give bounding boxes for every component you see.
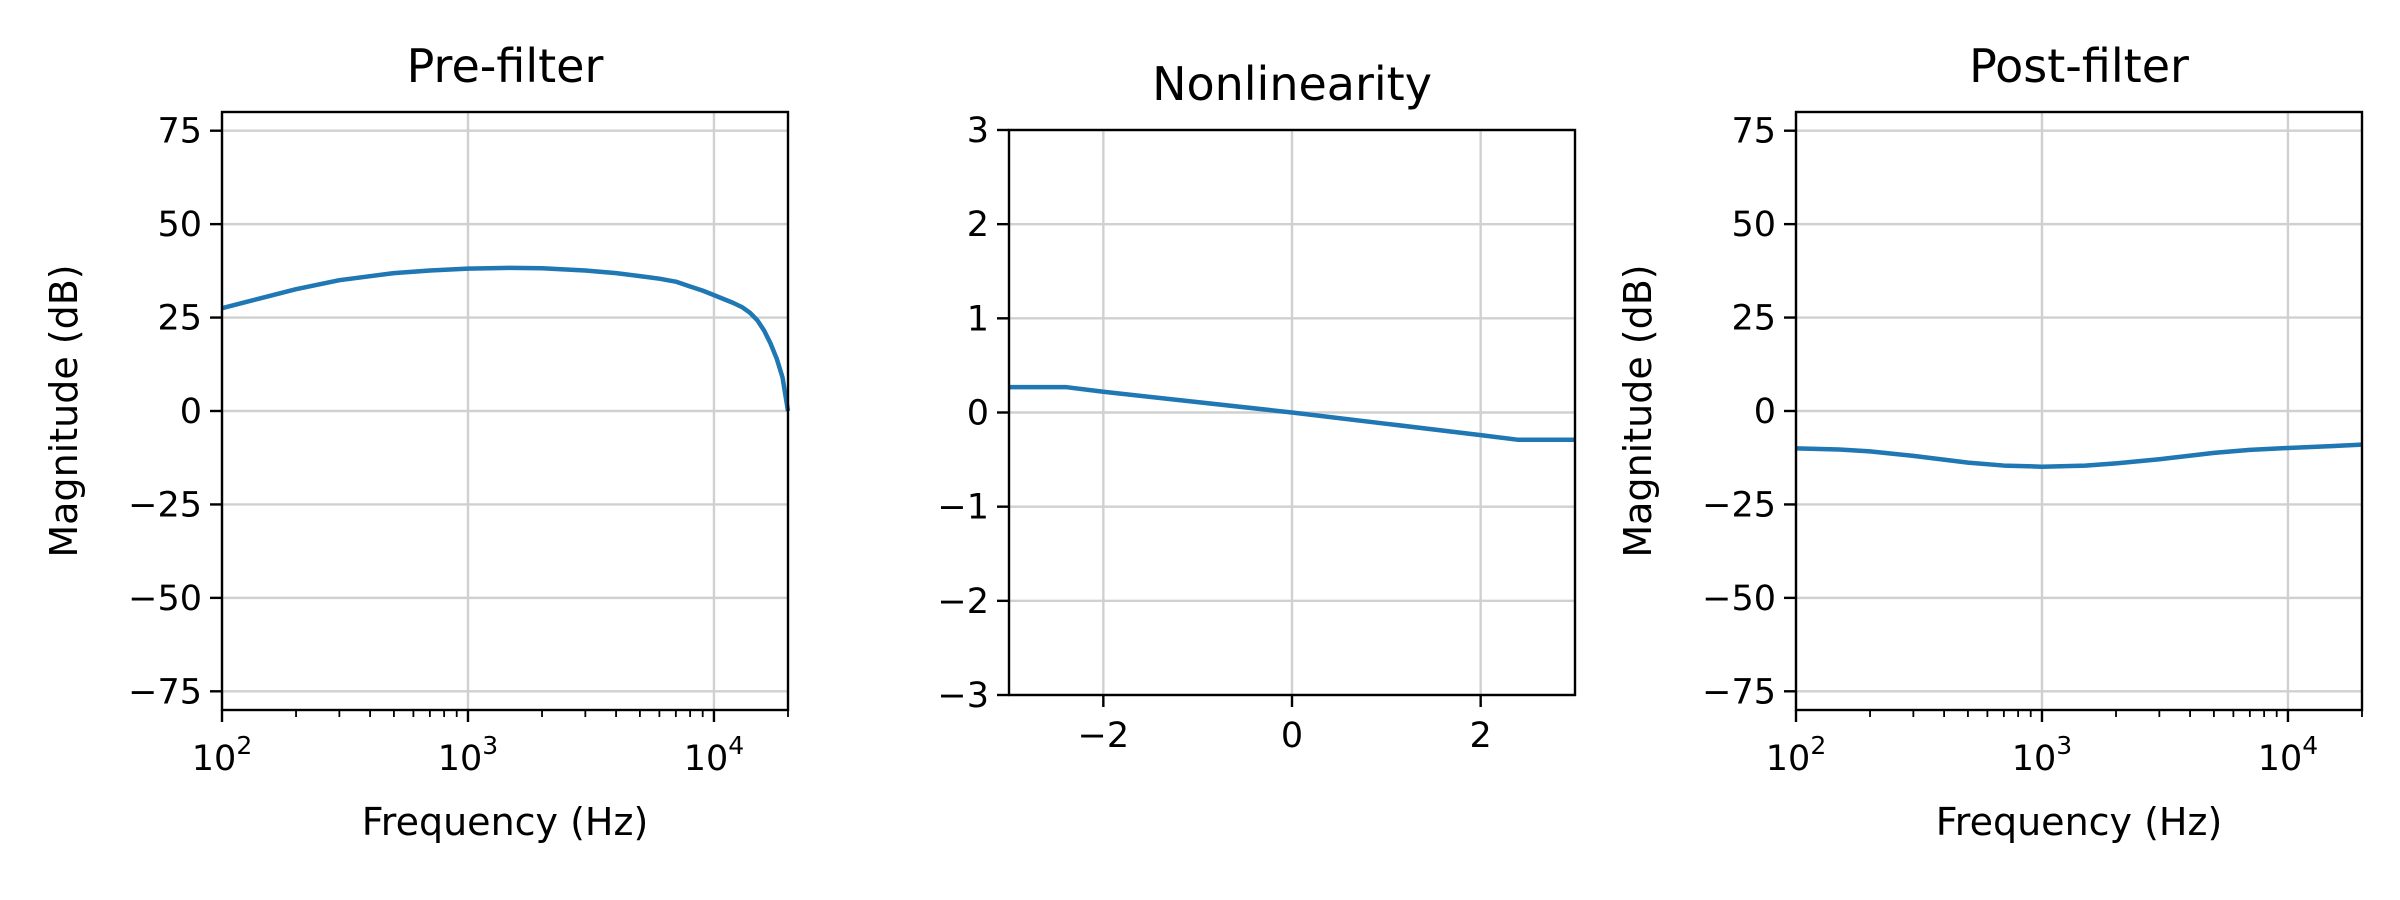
x-tick-label-base: 10 — [1766, 739, 1811, 779]
y-tick-label: 0 — [967, 394, 989, 434]
y-tick-label: 25 — [1731, 299, 1776, 339]
x-axis-label: Frequency (Hz) — [1936, 800, 2223, 844]
y-tick-label: 1 — [967, 299, 989, 339]
y-tick-label: 0 — [180, 392, 202, 432]
y-tick-label: 50 — [157, 205, 202, 245]
y-tick-label: −50 — [128, 579, 202, 619]
x-tick-label-exponent: 4 — [728, 731, 744, 760]
x-tick-label: 102 — [192, 731, 252, 779]
x-tick-label: 104 — [684, 731, 744, 779]
y-tick-label: 75 — [157, 112, 202, 152]
x-tick-label-exponent: 3 — [482, 731, 498, 760]
x-tick-label-exponent: 3 — [2056, 731, 2072, 760]
x-tick-label-exponent: 2 — [1810, 731, 1826, 760]
chart-panel-2: 3 2 1 0 −1 −2 −3 −2 0 2 Nonlinearity — [937, 57, 1577, 756]
y-tick-label: 75 — [1731, 112, 1776, 152]
y-tick-label: −1 — [937, 488, 989, 528]
y-tick-label: −2 — [937, 582, 989, 622]
y-tick-label: −75 — [128, 672, 202, 712]
y-tick-label: 2 — [967, 205, 989, 245]
x-tick-label: 0 — [1281, 716, 1303, 756]
chart-title: Pre-filter — [407, 39, 604, 93]
x-tick-label-base: 10 — [192, 739, 237, 779]
y-tick-label: −50 — [1702, 579, 1776, 619]
y-tick-label: 50 — [1731, 205, 1776, 245]
chart-title: Post-filter — [1969, 39, 2189, 93]
x-tick-label: 102 — [1766, 731, 1826, 779]
y-tick-label: 3 — [967, 111, 989, 151]
x-tick-label: 2 — [1470, 716, 1492, 756]
chart-title: Nonlinearity — [1152, 57, 1432, 111]
x-tick-label: −2 — [1078, 716, 1130, 756]
x-axis-label: Frequency (Hz) — [362, 800, 649, 844]
y-tick-label: −75 — [1702, 672, 1776, 712]
series-line — [221, 265, 791, 412]
series-line — [1795, 442, 2363, 469]
x-tick-label-exponent: 2 — [236, 731, 252, 760]
x-tick-label-exponent: 4 — [2302, 731, 2318, 760]
x-tick-label-base: 10 — [684, 739, 729, 779]
y-tick-label: 25 — [157, 299, 202, 339]
y-tick-label: −25 — [1702, 485, 1776, 525]
y-tick-label: −25 — [128, 485, 202, 525]
series-line — [1009, 384, 1575, 443]
x-tick-label-base: 10 — [438, 739, 483, 779]
x-tick-label: 103 — [438, 731, 498, 779]
x-tick-label: 103 — [2012, 731, 2072, 779]
y-axis-label: Magnitude (dB) — [1616, 264, 1660, 557]
x-tick-label-base: 10 — [2258, 739, 2303, 779]
x-tick-label-base: 10 — [2012, 739, 2057, 779]
x-tick-label: 104 — [2258, 731, 2318, 779]
y-tick-label: 0 — [1754, 392, 1776, 432]
y-axis-label: Magnitude (dB) — [42, 264, 86, 557]
y-tick-label: −3 — [937, 676, 989, 716]
